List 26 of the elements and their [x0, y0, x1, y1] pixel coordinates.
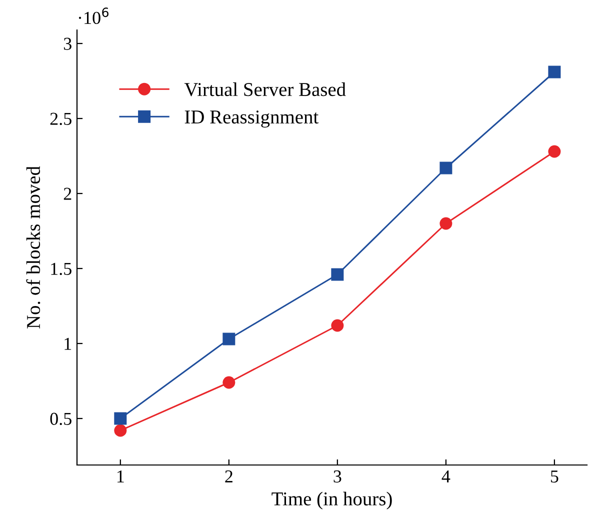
point: [114, 412, 127, 425]
point: [548, 145, 561, 158]
y-tick-label: 2: [64, 188, 72, 200]
y-tick-label: 0.5: [50, 412, 72, 426]
point: [331, 319, 344, 332]
x-tick-label: 2: [225, 470, 232, 482]
point: [222, 332, 236, 346]
legend-label: ID Reassignment: [184, 110, 319, 128]
x-tick-label: 3: [334, 470, 342, 483]
x-axis-title: Time (in hours): [272, 492, 392, 510]
y-tick-label: 3: [64, 38, 72, 50]
y-axis-title: No. of blocks moved: [26, 166, 40, 328]
legend-label: Virtual Server Based: [184, 82, 346, 96]
x-tick-label: 4: [442, 470, 450, 482]
point: [222, 376, 236, 389]
y-tick-label: 1.5: [51, 262, 72, 276]
y-tick-label: 2.5: [50, 112, 72, 126]
x-tick-label: 1: [117, 470, 124, 482]
point: [331, 268, 344, 281]
text: ·10$^{6}$: [78, 8, 108, 24]
y-tick-label: 1: [64, 338, 72, 350]
point: [114, 424, 127, 437]
point: [548, 66, 561, 78]
point: [440, 217, 452, 230]
point: [440, 162, 452, 174]
x-tick-label: 5: [550, 470, 558, 483]
